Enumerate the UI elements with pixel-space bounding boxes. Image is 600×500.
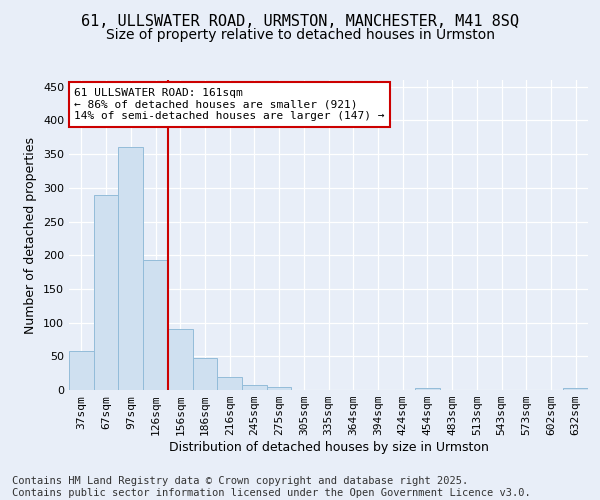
Bar [415,388,440,390]
Text: Size of property relative to detached houses in Urmston: Size of property relative to detached ho… [106,28,494,42]
X-axis label: Distribution of detached houses by size in Urmston: Distribution of detached houses by size … [169,441,488,454]
Bar [69,351,94,390]
Bar [217,376,242,390]
Bar [267,386,292,390]
Bar [242,384,267,390]
Text: 61 ULLSWATER ROAD: 161sqm
← 86% of detached houses are smaller (921)
14% of semi: 61 ULLSWATER ROAD: 161sqm ← 86% of detac… [74,88,385,121]
Bar [168,330,193,390]
Bar [143,260,168,390]
Bar [94,194,118,390]
Bar [193,358,217,390]
Bar [118,148,143,390]
Bar [563,388,588,390]
Text: Contains HM Land Registry data © Crown copyright and database right 2025.
Contai: Contains HM Land Registry data © Crown c… [12,476,531,498]
Y-axis label: Number of detached properties: Number of detached properties [25,136,37,334]
Text: 61, ULLSWATER ROAD, URMSTON, MANCHESTER, M41 8SQ: 61, ULLSWATER ROAD, URMSTON, MANCHESTER,… [81,14,519,29]
